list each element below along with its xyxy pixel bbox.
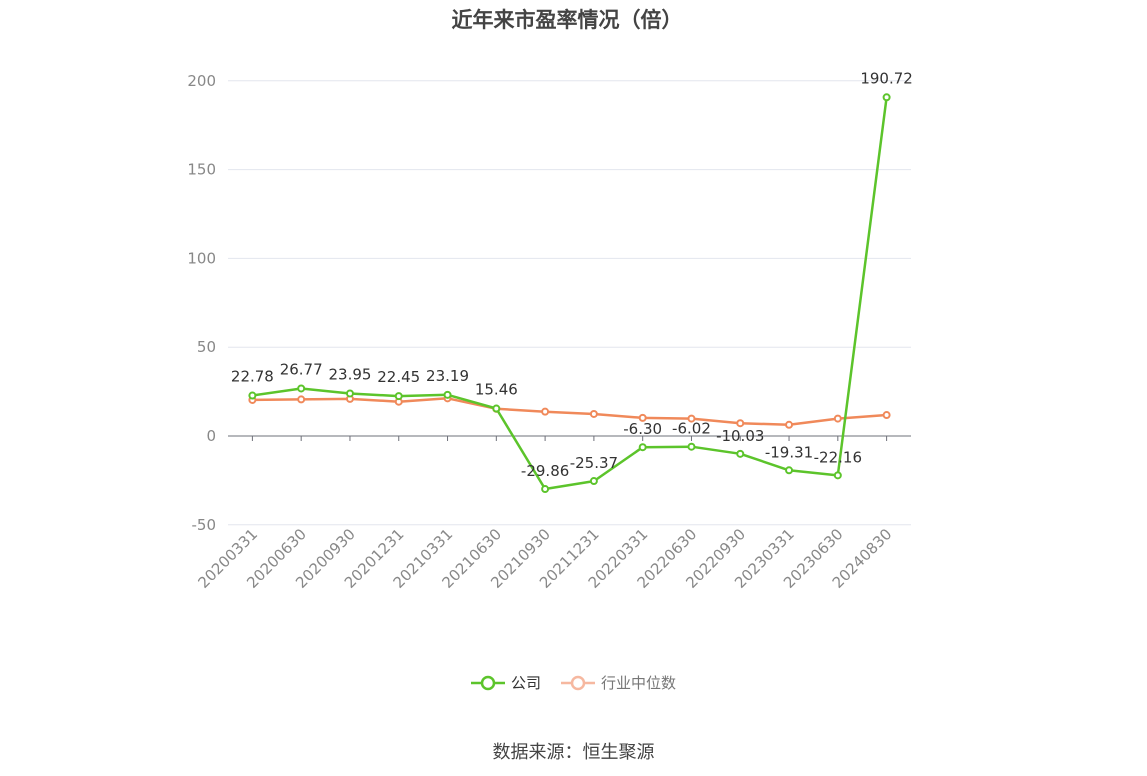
series-line-industry <box>252 397 887 427</box>
data-label: 23.95 <box>328 365 371 383</box>
data-label: 22.45 <box>377 368 420 386</box>
data-point-industry[interactable] <box>785 420 794 429</box>
data-point-company[interactable] <box>687 442 696 451</box>
data-point-company[interactable] <box>736 449 745 458</box>
data-point-company[interactable] <box>492 404 501 413</box>
data-point-industry[interactable] <box>541 407 550 416</box>
data-point-company[interactable] <box>833 471 842 480</box>
legend: 公司 行业中位数 <box>0 672 1147 693</box>
data-point-company[interactable] <box>785 466 794 475</box>
y-tick-label: 200 <box>187 72 216 90</box>
data-label: -6.30 <box>623 420 662 438</box>
data-label: 23.19 <box>426 367 469 385</box>
legend-label-company: 公司 <box>510 674 541 692</box>
data-label: -25.37 <box>570 454 618 472</box>
y-tick-label: 0 <box>206 427 216 445</box>
data-label: 15.46 <box>475 381 518 399</box>
data-point-company[interactable] <box>882 93 891 102</box>
legend-label-industry: 行业中位数 <box>601 674 677 692</box>
data-label: -6.02 <box>672 420 711 438</box>
legend-item-industry[interactable]: 行业中位数 <box>561 672 676 693</box>
data-point-industry[interactable] <box>638 413 647 422</box>
data-point-company[interactable] <box>345 389 354 398</box>
data-point-company[interactable] <box>297 384 306 393</box>
data-point-company[interactable] <box>394 392 403 401</box>
y-tick-label: 150 <box>187 161 216 179</box>
data-label: -22.16 <box>814 448 862 466</box>
legend-item-company[interactable]: 公司 <box>470 672 541 693</box>
data-label: 26.77 <box>280 360 323 378</box>
legend-marker-company-icon <box>470 675 505 690</box>
y-tick-label: -50 <box>192 516 217 534</box>
data-point-industry[interactable] <box>297 395 306 404</box>
data-source: 数据来源：恒生聚源 <box>492 742 655 763</box>
series-line-company <box>252 97 888 491</box>
y-tick-label: 100 <box>187 249 216 267</box>
data-label: -19.31 <box>765 443 813 461</box>
data-point-industry[interactable] <box>882 411 891 420</box>
axes: 200150100500-502020033120200630202009302… <box>187 72 911 592</box>
chart-title: 近年来市盈率情况（倍） <box>451 8 683 32</box>
series-lines <box>248 93 891 494</box>
data-label: -10.03 <box>716 427 764 445</box>
data-point-company[interactable] <box>443 390 452 399</box>
data-label: 190.72 <box>860 69 913 87</box>
legend-marker-industry-icon <box>561 675 595 690</box>
y-tick-label: 50 <box>197 338 216 356</box>
data-point-company[interactable] <box>248 391 257 400</box>
data-label: 22.78 <box>231 368 274 386</box>
data-label: -29.86 <box>521 462 569 480</box>
data-point-industry[interactable] <box>589 409 598 418</box>
data-point-industry[interactable] <box>833 414 842 423</box>
data-point-company[interactable] <box>541 485 550 494</box>
data-point-industry[interactable] <box>687 414 696 423</box>
data-labels: 22.78 26.77 23.95 22.45 23.19 15.46 -29.86 -25.… <box>231 69 913 480</box>
data-point-company[interactable] <box>638 443 647 452</box>
data-point-industry[interactable] <box>736 419 745 428</box>
data-point-company[interactable] <box>589 477 598 486</box>
grid-lines <box>228 80 911 526</box>
